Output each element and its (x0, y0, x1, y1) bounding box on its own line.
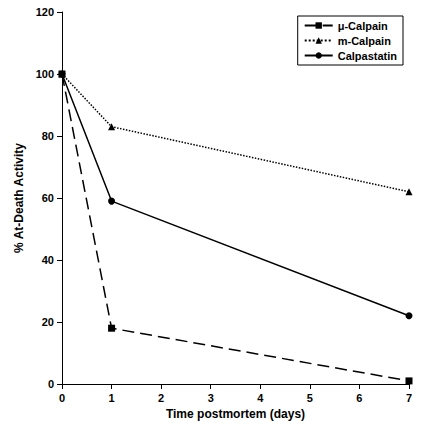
svg-text:80: 80 (42, 130, 54, 142)
svg-text:% At-Death Activity: % At-Death Activity (12, 143, 26, 253)
svg-text:20: 20 (42, 316, 54, 328)
svg-text:120: 120 (36, 6, 54, 18)
svg-text:Calpastatin: Calpastatin (338, 50, 398, 62)
svg-text:100: 100 (36, 68, 54, 80)
svg-text:5: 5 (307, 392, 313, 404)
svg-text:μ-Calpain: μ-Calpain (338, 20, 388, 32)
svg-text:60: 60 (42, 192, 54, 204)
svg-text:3: 3 (208, 392, 214, 404)
svg-text:1: 1 (109, 392, 115, 404)
svg-text:6: 6 (356, 392, 362, 404)
svg-text:4: 4 (257, 392, 264, 404)
svg-text:2: 2 (158, 392, 164, 404)
svg-text:0: 0 (59, 392, 65, 404)
svg-text:7: 7 (406, 392, 412, 404)
svg-text:0: 0 (48, 378, 54, 390)
svg-text:Time postmortem (days): Time postmortem (days) (166, 407, 305, 421)
svg-text:m-Calpain: m-Calpain (338, 35, 391, 47)
svg-text:40: 40 (42, 254, 54, 266)
